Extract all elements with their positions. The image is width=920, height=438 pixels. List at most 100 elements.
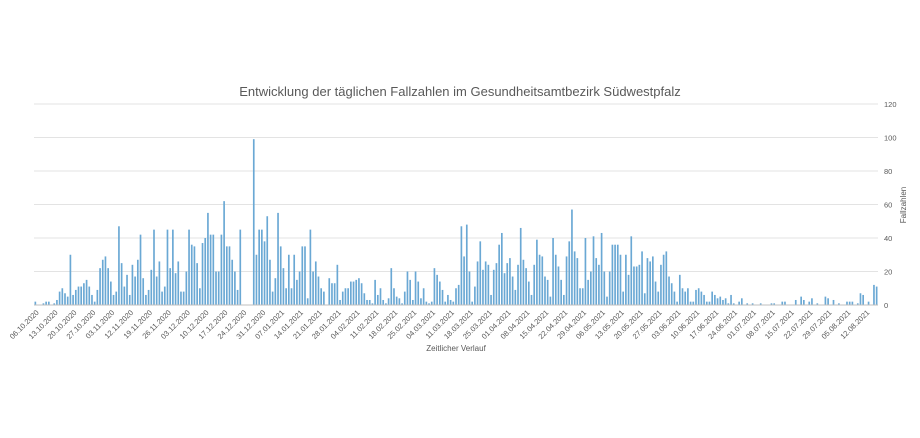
bar xyxy=(155,276,158,305)
bar xyxy=(223,201,225,305)
bar xyxy=(649,261,651,305)
bar xyxy=(420,298,422,305)
bar xyxy=(45,301,47,305)
bar xyxy=(641,251,643,305)
bar xyxy=(732,303,735,305)
bar xyxy=(614,244,616,305)
bar xyxy=(552,238,554,305)
bar xyxy=(746,303,749,305)
bar xyxy=(69,254,72,305)
bar xyxy=(366,299,368,305)
bar xyxy=(56,299,58,305)
bar xyxy=(530,294,533,305)
bar xyxy=(271,291,274,305)
bar xyxy=(606,296,608,306)
bar xyxy=(808,301,811,305)
bar xyxy=(406,271,409,305)
bar xyxy=(856,303,859,305)
bar xyxy=(301,246,304,306)
bar xyxy=(600,232,603,305)
bar xyxy=(80,286,83,305)
bar xyxy=(112,294,115,305)
bar xyxy=(692,301,695,305)
bar xyxy=(716,298,719,305)
bar xyxy=(53,303,56,305)
bar xyxy=(681,288,684,305)
bar xyxy=(239,229,242,306)
bar xyxy=(215,271,217,305)
bar xyxy=(519,227,522,305)
bar xyxy=(490,294,492,305)
y-tick-label: 100 xyxy=(884,134,897,143)
bar xyxy=(482,269,484,305)
bar xyxy=(794,299,797,305)
bar xyxy=(714,294,716,305)
bar xyxy=(323,291,325,305)
bar xyxy=(236,289,239,305)
bar xyxy=(47,301,50,305)
bar xyxy=(875,286,878,305)
bar xyxy=(784,301,786,305)
bar xyxy=(139,234,142,305)
bar xyxy=(341,291,344,305)
bar xyxy=(136,259,139,305)
bar xyxy=(430,301,433,305)
bar xyxy=(541,256,544,305)
bar xyxy=(188,229,190,306)
bar xyxy=(123,286,126,305)
bar xyxy=(252,139,255,305)
bar xyxy=(282,268,285,305)
bar xyxy=(401,303,403,305)
bar xyxy=(598,264,600,305)
bar xyxy=(428,303,430,305)
bar xyxy=(700,291,703,305)
bar xyxy=(527,281,530,305)
bar xyxy=(436,274,438,305)
bar xyxy=(169,268,172,305)
bar xyxy=(120,263,123,306)
bar xyxy=(851,301,854,305)
bar xyxy=(153,229,155,306)
bar xyxy=(395,296,398,306)
bar xyxy=(174,273,177,305)
gridlines xyxy=(34,103,878,272)
bar xyxy=(58,291,61,305)
bar xyxy=(727,303,730,305)
bar xyxy=(379,288,382,305)
bar xyxy=(463,256,465,305)
bar xyxy=(296,279,298,306)
bar xyxy=(711,291,713,305)
bar xyxy=(627,274,630,305)
bar xyxy=(576,258,579,305)
bar xyxy=(398,298,401,305)
bar xyxy=(61,288,64,305)
bar xyxy=(816,303,819,305)
bar xyxy=(161,291,163,305)
bar xyxy=(355,279,358,306)
bar xyxy=(560,279,562,306)
bar xyxy=(665,251,668,305)
bar xyxy=(66,296,69,306)
bar xyxy=(333,283,336,305)
bar xyxy=(770,303,773,305)
bar xyxy=(142,278,145,305)
bar xyxy=(803,299,805,305)
bar xyxy=(269,259,271,305)
bar xyxy=(118,226,120,305)
bar xyxy=(697,288,700,305)
bar xyxy=(460,226,463,305)
bar xyxy=(476,261,479,305)
bar xyxy=(619,254,622,305)
bar xyxy=(263,241,266,305)
bar xyxy=(409,279,411,306)
bar xyxy=(412,299,414,305)
bar xyxy=(425,301,428,305)
bar xyxy=(603,271,606,305)
bar xyxy=(293,254,296,305)
bar xyxy=(126,274,128,305)
bar xyxy=(873,284,875,305)
bar xyxy=(182,291,185,305)
bar xyxy=(74,289,77,305)
